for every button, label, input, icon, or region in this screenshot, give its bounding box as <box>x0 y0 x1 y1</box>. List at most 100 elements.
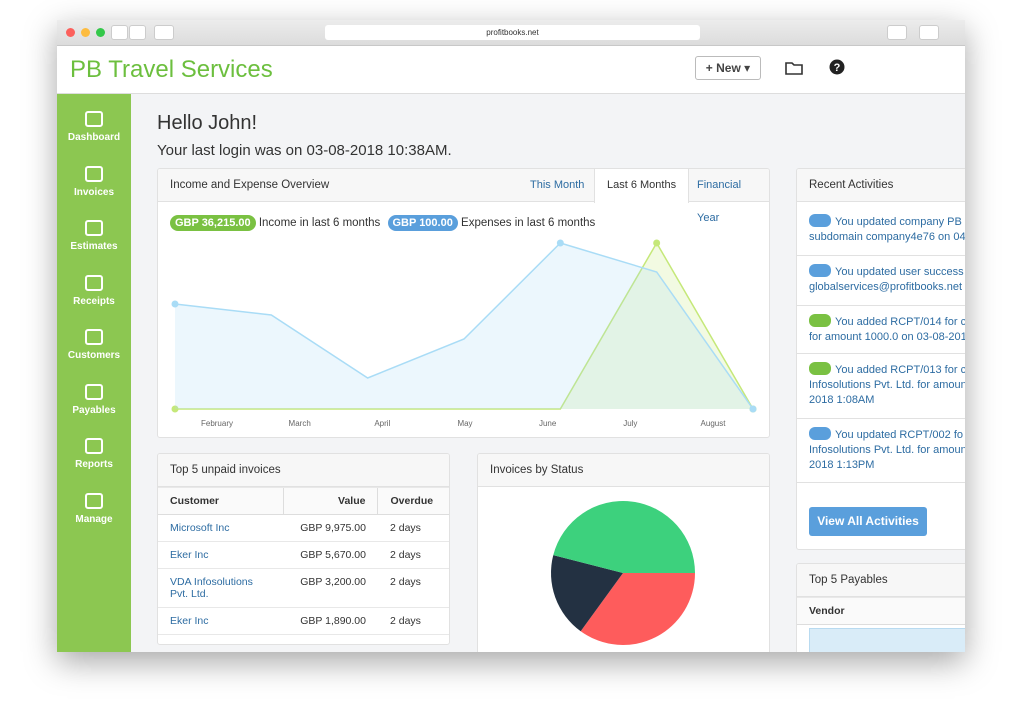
point <box>171 405 179 413</box>
panel-header: Recent Activities <box>797 169 965 202</box>
sidebar-icon <box>85 111 103 127</box>
area-fill <box>175 243 753 409</box>
forward-button[interactable] <box>129 25 146 40</box>
pie-chart <box>551 501 695 645</box>
new-label: New <box>716 61 741 75</box>
sidebar-label: Customers <box>67 350 121 361</box>
expense-label: Expenses in last 6 months <box>461 217 596 229</box>
help-icon[interactable]: ? <box>829 59 845 75</box>
x-tick-label: April <box>374 419 390 428</box>
tab[interactable]: Financial Year <box>697 179 742 224</box>
svg-text:?: ? <box>834 62 841 74</box>
new-button[interactable]: + New ▾ <box>695 56 761 80</box>
sidebar-label: Dashboard <box>67 132 121 143</box>
separator <box>797 305 965 306</box>
sidebar-label: Receipts <box>73 295 115 307</box>
pie-slice <box>553 501 695 573</box>
activity: You added RCPT/014 for c for amount 1000.… <box>809 314 965 345</box>
zoom-button[interactable] <box>96 28 105 37</box>
sidebar-toggle[interactable] <box>154 25 174 40</box>
sidebar: Dashboard Invoices Estimates Receipts Custom… <box>57 94 131 652</box>
address-bar[interactable]: profitbooks.net <box>325 25 700 40</box>
customer-link[interactable]: Eker Inc <box>158 541 283 569</box>
minimize-button[interactable] <box>81 28 90 37</box>
panel-header: Income and Expense Overview This Month Las… <box>158 169 769 224</box>
sidebar-item[interactable]: Estimates <box>57 219 131 252</box>
x-tick-label: March <box>289 419 311 428</box>
activities-panel: Recent Activities View All Activities Yo… <box>796 168 965 550</box>
sidebar-item[interactable]: Manage <box>57 492 131 525</box>
view-all-button[interactable]: View All Activities <box>809 507 927 536</box>
brand[interactable]: PB Travel Services <box>70 56 273 83</box>
activity-line: You updated company PB <box>809 214 965 230</box>
customer-link[interactable]: Eker Inc <box>158 607 283 635</box>
sidebar-label: Reports <box>75 459 113 470</box>
x-tick-label: August <box>701 419 727 428</box>
table-row: VDA Infosolutions Pvt. Ltd. GBP 3,200.00 2… <box>158 568 449 608</box>
share-button[interactable] <box>887 25 907 40</box>
pie-slice <box>580 573 695 645</box>
table-cell: GBP 9,975.00 <box>283 514 378 542</box>
greeting-title: Hello John! <box>157 112 258 134</box>
sidebar-icon <box>85 220 103 236</box>
icon-shape <box>85 220 103 236</box>
browser-toolbar: profitbooks.net <box>57 20 965 46</box>
activity-text: for amount 1000.0 on 03-08-201 <box>809 331 965 343</box>
activity-text: globalservices@profitbooks.net o <box>809 281 965 293</box>
sidebar-item[interactable]: Customers <box>57 328 131 361</box>
activity-text: Infosolutions Pvt. Ltd. for amoun <box>809 379 965 391</box>
point <box>171 300 179 308</box>
table-cell: 2 days <box>377 607 449 635</box>
sidebar-item[interactable]: Receipts <box>57 274 131 307</box>
icon-shape <box>85 274 103 291</box>
activity-text: 2018 1:08AM <box>809 394 875 406</box>
activity-line: Infosolutions Pvt. Ltd. for amoun <box>809 443 965 458</box>
column-header: Customer <box>158 487 283 515</box>
activity-line: for amount 1000.0 on 03-08-201 <box>809 330 965 345</box>
browser-window: profitbooks.net PB Travel Services + New… <box>57 20 965 652</box>
table-row: Eker Inc GBP 1,890.00 2 days <box>158 607 449 635</box>
customer-link[interactable]: Microsoft Inc <box>158 514 283 542</box>
overview-panel: Income and Expense Overview This Month Las… <box>157 168 770 438</box>
summary: GBP 36,215.00 Income in last 6 months GB… <box>170 215 595 231</box>
panel-header: Top 5 unpaid invoices <box>158 454 449 487</box>
table-row: Microsoft Inc GBP 9,975.00 2 days <box>158 514 449 542</box>
tabs-button[interactable] <box>919 25 939 40</box>
activity-line: subdomain company4e76 on 04- <box>809 230 965 245</box>
sidebar-item[interactable]: Payables <box>57 383 131 416</box>
sidebar-label: Manage <box>75 513 113 525</box>
tab[interactable]: This Month <box>530 179 585 191</box>
panel-title: Top 5 Payables <box>809 574 888 586</box>
close-button[interactable] <box>66 28 75 37</box>
activity-line: globalservices@profitbooks.net o <box>809 280 965 295</box>
activity: You added RCPT/013 for c Infosolutions Pv… <box>809 362 965 408</box>
icon-shape <box>85 438 103 454</box>
activity-line: 2018 1:13PM <box>809 458 965 473</box>
activity-text: You updated RCPT/002 fo <box>835 429 964 441</box>
panel-header: Invoices by Status <box>478 454 769 487</box>
back-button[interactable] <box>111 25 128 40</box>
tab[interactable]: Last 6 Months <box>594 169 690 203</box>
folder-icon[interactable] <box>784 60 804 76</box>
x-tick-label: February <box>201 419 233 428</box>
sidebar-item[interactable]: Dashboard <box>57 110 131 143</box>
area-line <box>174 242 754 410</box>
sidebar-icon <box>85 165 103 182</box>
sidebar-item[interactable]: Reports <box>57 437 131 470</box>
unpaid-panel: Top 5 unpaid invoices Customer Value Overd… <box>157 453 450 645</box>
expense-badge: GBP 100.00 <box>387 215 458 231</box>
activity: You updated RCPT/002 fo Infosolutions Pvt… <box>809 427 965 473</box>
separator <box>797 255 965 256</box>
activity-line: You updated RCPT/002 fo <box>809 427 965 443</box>
point <box>653 239 661 247</box>
column-header: Overdue <box>377 487 449 515</box>
sidebar-item[interactable]: Invoices <box>57 165 131 198</box>
pie-slice <box>551 555 623 632</box>
customer-link[interactable]: VDA Infosolutions Pvt. Ltd. <box>158 568 283 608</box>
area-chart: February March April May June July August <box>171 239 757 428</box>
x-tick-label: June <box>539 419 557 428</box>
edit-icon <box>809 214 831 227</box>
table-cell: 2 days <box>377 514 449 542</box>
separator <box>797 418 965 419</box>
